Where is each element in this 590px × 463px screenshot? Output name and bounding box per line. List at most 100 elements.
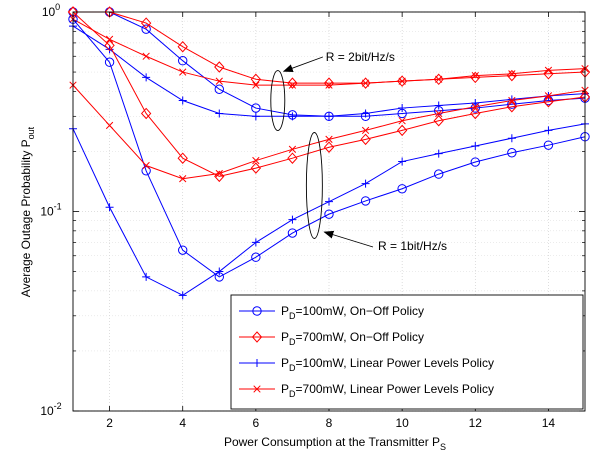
- x-marker: [325, 81, 333, 89]
- circle-marker: [178, 56, 188, 66]
- diamond-marker: [251, 331, 263, 343]
- x-tick-label: 10: [395, 416, 409, 430]
- diamond-marker: [433, 73, 444, 86]
- plus-marker: [325, 112, 333, 121]
- x-tick-label: 2: [106, 416, 113, 430]
- plus-marker: [178, 291, 187, 300]
- x-marker: [361, 126, 370, 135]
- diamond-marker: [250, 73, 262, 86]
- x-marker: [435, 109, 443, 118]
- x-marker: [508, 70, 516, 78]
- plus-marker: [434, 149, 443, 158]
- circle-marker: [214, 84, 224, 94]
- diamond-marker: [104, 39, 115, 52]
- plus-marker: [398, 157, 407, 166]
- x-marker: [179, 68, 187, 76]
- x-marker: [142, 161, 150, 170]
- plus-marker: [288, 112, 297, 121]
- diamond-marker: [140, 107, 152, 120]
- circle-marker: [287, 228, 298, 238]
- legend-label: PD=700mW, Linear Power Levels Policy: [281, 382, 494, 399]
- plus-marker: [325, 197, 333, 206]
- x-axis-label: Power Consumption at the Transmitter PS: [224, 435, 446, 452]
- plus-marker: [471, 141, 480, 150]
- legend-entry: PD=100mW, Linear Power Levels Policy: [239, 356, 494, 373]
- y-tick-label: 10-1: [40, 202, 61, 219]
- annotations: R = 2bit/Hz/s R = 1bit/Hz/s: [270, 50, 447, 253]
- legend: PD=100mW, On−Off Policy PD=700mW, On−Off …: [230, 294, 584, 410]
- diamond-marker: [543, 68, 554, 80]
- diamond-marker: [287, 152, 298, 164]
- series-1: [67, 6, 590, 89]
- x-marker: [215, 77, 223, 85]
- series-5: [67, 6, 590, 183]
- x-marker: [471, 103, 479, 111]
- diamond-marker: [214, 61, 225, 73]
- plus-marker: [398, 104, 407, 113]
- plus-marker: [215, 109, 224, 118]
- tick-labels: 2 4 6 8 10 12 14 10-2 10-1 100: [40, 2, 555, 430]
- legend-label: PD=100mW, Linear Power Levels Policy: [281, 356, 494, 373]
- y-tick-label: 10-2: [40, 401, 61, 418]
- legend-entry: PD=100mW, On−Off Policy: [239, 304, 424, 321]
- diamond-marker: [250, 162, 262, 174]
- series-layer: [67, 6, 590, 300]
- circle-marker: [178, 245, 188, 255]
- plot-frame: [72, 11, 586, 412]
- x-tick-label: 14: [542, 416, 556, 430]
- x-marker: [142, 52, 150, 60]
- circle-marker: [360, 196, 371, 206]
- x-marker: [435, 75, 443, 83]
- series-7: [69, 81, 589, 183]
- diamond-marker: [396, 124, 408, 137]
- x-tick-label: 4: [179, 416, 186, 430]
- x-marker: [398, 117, 406, 125]
- plus-marker: [251, 112, 260, 121]
- x-marker: [252, 81, 260, 89]
- series-line: [72, 18, 586, 278]
- x-marker: [288, 145, 297, 153]
- circle-marker: [141, 24, 151, 34]
- legend-entry: PD=700mW, On−Off Policy: [239, 330, 424, 347]
- x-marker: [471, 71, 479, 80]
- legend-box: [230, 294, 584, 410]
- plus-marker: [253, 359, 261, 367]
- circle-marker: [252, 306, 262, 316]
- plus-marker: [251, 238, 260, 247]
- plus-marker: [361, 179, 370, 188]
- plus-marker: [215, 267, 224, 276]
- r2-arrow: [282, 56, 323, 72]
- plus-marker: [434, 101, 443, 110]
- diamond-marker: [323, 77, 335, 89]
- legend-label: PD=700mW, On−Off Policy: [281, 330, 424, 347]
- plus-marker: [142, 272, 151, 281]
- plus-marker: [507, 134, 516, 143]
- diamond-marker: [360, 133, 371, 146]
- plus-marker: [142, 73, 151, 82]
- r1-arrow: [323, 230, 374, 248]
- plus-marker: [471, 98, 480, 107]
- circle-marker: [507, 148, 517, 158]
- circle-marker: [141, 166, 151, 176]
- plus-marker: [105, 203, 114, 212]
- plus-marker: [361, 109, 370, 118]
- x-marker: [179, 175, 187, 183]
- circle-marker: [543, 140, 554, 150]
- y-tick-label: 100: [42, 2, 60, 19]
- series-line: [73, 11, 586, 84]
- diamond-marker: [470, 107, 481, 120]
- diamond-marker: [214, 170, 225, 183]
- circle-marker: [104, 57, 115, 67]
- plus-marker: [178, 96, 187, 105]
- y-axis-label: Average Outage Probability Pout: [19, 126, 36, 297]
- x-marker: [252, 156, 260, 165]
- legend-entry: PD=700mW, Linear Power Levels Policy: [239, 382, 494, 399]
- x-marker: [253, 385, 261, 393]
- x-marker: [105, 121, 114, 130]
- diamond-marker: [177, 40, 188, 53]
- diamond-marker: [323, 141, 335, 153]
- diamond-marker: [177, 152, 188, 164]
- x-marker: [544, 92, 553, 100]
- circle-marker: [434, 169, 444, 179]
